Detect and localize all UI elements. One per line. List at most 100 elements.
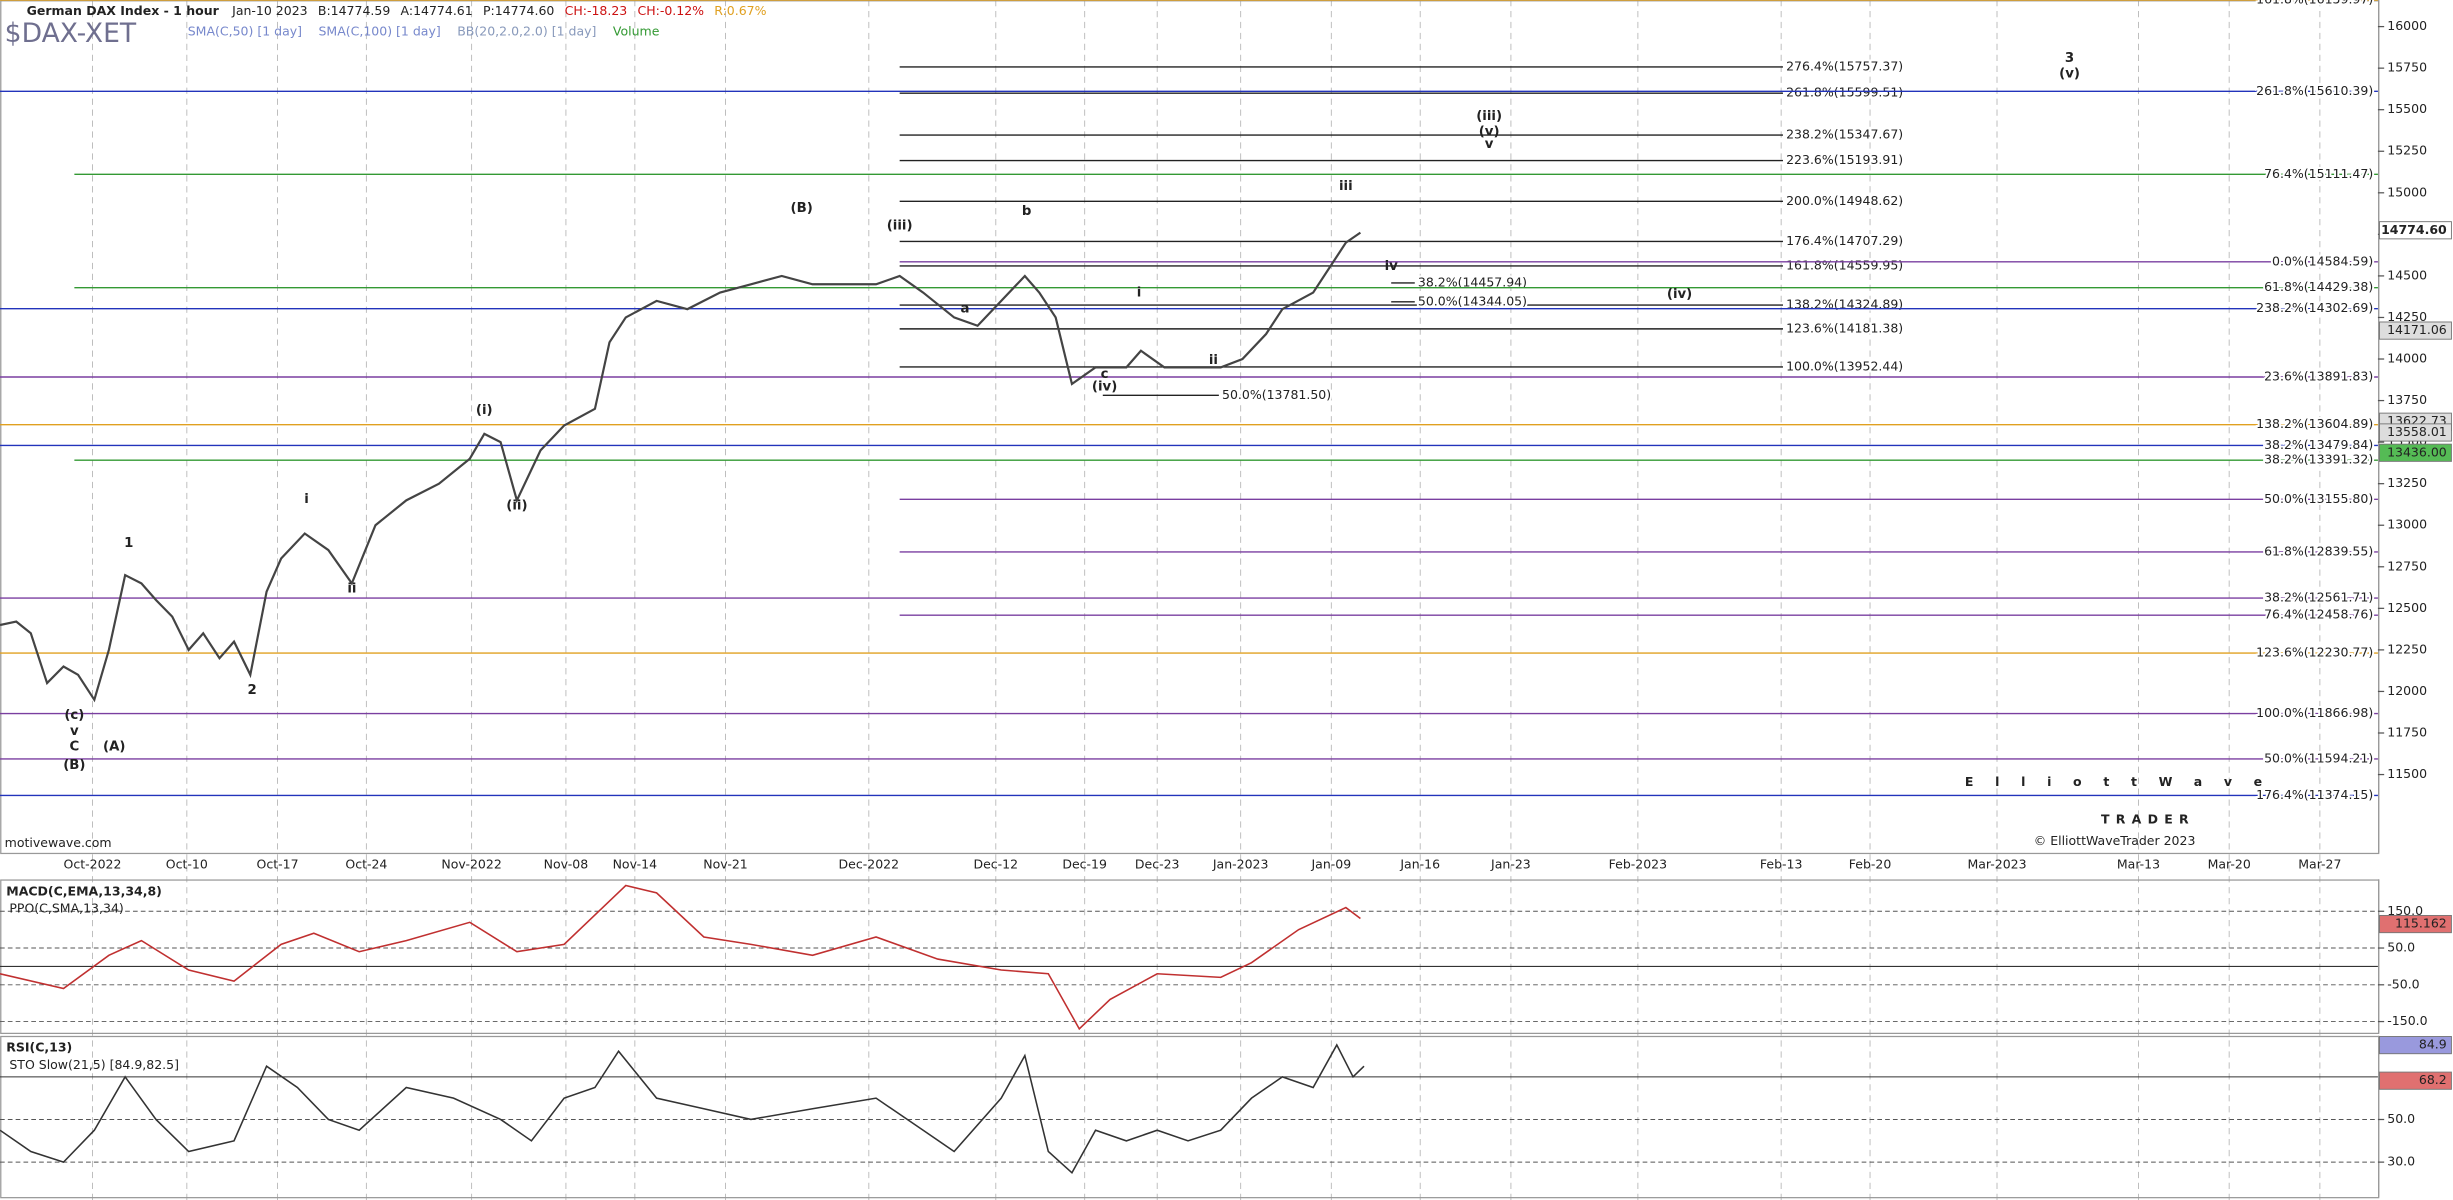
logo-bottom: TRADER [2101,811,2195,826]
fib-label: 50.0%(14344.05) [1418,293,1527,308]
price-line [0,884,1361,1031]
x-tick-label: Mar-2023 [1967,857,2026,872]
fib-label: 161.8%(16159.97) [2256,0,2373,7]
x-tick-label: Jan-2023 [1212,857,1269,872]
wave-label: (v) [1479,124,1500,139]
price-tag-label: 115.162 [2395,916,2447,931]
wave-label: c [1101,367,1109,382]
change: CH:-18.23 [565,2,628,17]
x-tick-label: Nov-21 [703,857,747,872]
wave-label: i [304,492,309,507]
wave-label: 1 [124,536,133,551]
wave-label: (c) [64,708,84,723]
x-tick-label: Dec-19 [1062,857,1107,872]
y-tick-label: 15500 [2387,101,2427,116]
y-tick-label: 14500 [2387,267,2427,282]
study: BB(20,2.0,2.0) [1 day] [457,23,596,38]
date: Jan-10 2023 [231,2,307,17]
grid-layer [92,0,2321,1200]
wave-label: (ii) [506,498,527,513]
y-tick-label: 11750 [2387,724,2427,739]
x-tick-label: Dec-2022 [839,857,900,872]
y-tick-label: 16000 [2387,18,2427,33]
x-tick-label: Feb-13 [1760,857,1803,872]
fib-label: 200.0%(14948.62) [1786,193,1903,208]
y-tick-label: 30.0 [2387,1154,2415,1169]
fib-label: 100.0%(11866.98) [2256,705,2373,720]
y-tick-label: 13250 [2387,475,2427,490]
wave-label: C [69,739,79,754]
fib-label: 50.0%(13155.80) [2264,491,2373,506]
y-tick-label: 11500 [2387,766,2427,781]
fib-label: 100.0%(13952.44) [1786,358,1903,373]
price-tag-label: 13558.01 [2387,424,2447,439]
price-tag [2379,221,2452,240]
x-tick-label: Nov-14 [613,857,658,872]
panel-title: MACD(C,EMA,13,34,8) [6,883,162,898]
price-tag [2379,423,2452,442]
wave-label: (v) [2059,66,2080,81]
study: SMA(C,50) [1 day] [188,23,302,38]
wave-label: (i) [476,403,493,418]
price-tag [2379,1071,2452,1090]
watermark: motivewave.com [5,835,112,850]
x-tick-label: Nov-08 [544,857,589,872]
wave-label: (A) [103,739,125,754]
fib-label: 238.2%(14302.69) [2256,300,2373,315]
wave-label: v [70,724,79,739]
wave-label: a [960,301,969,316]
x-tick-label: Jan-09 [1310,857,1351,872]
y-tick-label: 12000 [2387,683,2427,698]
x-tick-label: Feb-2023 [1609,857,1667,872]
y-tick-label: 12250 [2387,641,2427,656]
fib-label: 61.8%(12839.55) [2264,543,2373,558]
x-tick-label: Dec-23 [1135,857,1180,872]
fib-label: 123.6%(12230.77) [2256,645,2373,660]
y-tick-label: -50.0 [2387,976,2419,991]
price-tag-label: 14171.06 [2387,322,2447,337]
fib-label: 123.6%(14181.38) [1786,320,1903,335]
fib-label: 0.0%(14584.59) [2272,253,2373,268]
x-tick-label: Nov-2022 [441,857,501,872]
wave-label: ii [1209,353,1218,368]
wave-label: b [1022,204,1032,219]
y-tick-label: 13000 [2387,517,2427,532]
y-tick-label: 15750 [2387,60,2427,75]
y-tick-label: 50.0 [2387,1111,2415,1126]
price-tag [2379,321,2452,340]
x-tick-label: Oct-17 [256,857,298,872]
wave-label: (B) [63,758,85,773]
price-tag-label: 84.9 [2419,1037,2447,1052]
fib-label: 176.4%(14707.29) [1786,233,1903,248]
y-tick-label: 15000 [2387,184,2427,199]
y-tick-label: 12500 [2387,600,2427,615]
x-tick-label: Feb-20 [1849,857,1892,872]
fib-label: 23.6%(13891.83) [2264,368,2373,383]
fib-label: 76.4%(12458.76) [2264,607,2373,622]
wave-label: (iv) [1092,379,1117,394]
bid: B:14774.59 [318,2,390,17]
fib-label: 38.2%(13391.32) [2264,452,2373,467]
x-tick-label: Jan-23 [1490,857,1531,872]
x-tick-label: Dec-12 [973,857,1018,872]
price-tag [2379,914,2452,934]
wave-label: (B) [791,201,813,216]
wave-label: iv [1385,259,1399,274]
y-tick-label: 13750 [2387,392,2427,407]
fib-label: 138.2%(13604.89) [2256,416,2373,431]
fib-label: 61.8%(14429.38) [2264,279,2373,294]
panel-subtitle: PPO(C,SMA,13,34) [9,900,123,915]
wave-label: 3 [2065,51,2074,66]
fib-label: 238.2%(15347.67) [1786,127,1903,142]
y-tick-label: 14250 [2387,309,2427,324]
fib-label: 223.6%(15193.91) [1786,152,1903,167]
y-tick-label: 12750 [2387,558,2427,573]
y-tick-label: 50.0 [2387,940,2415,955]
price-tag [2379,1036,2452,1055]
fib-label: 50.0%(13781.50) [1222,387,1331,402]
wave-label: (iv) [1667,287,1692,302]
panel-subtitle: STO Slow(21,5) [84.9,82.5] [9,1057,179,1072]
